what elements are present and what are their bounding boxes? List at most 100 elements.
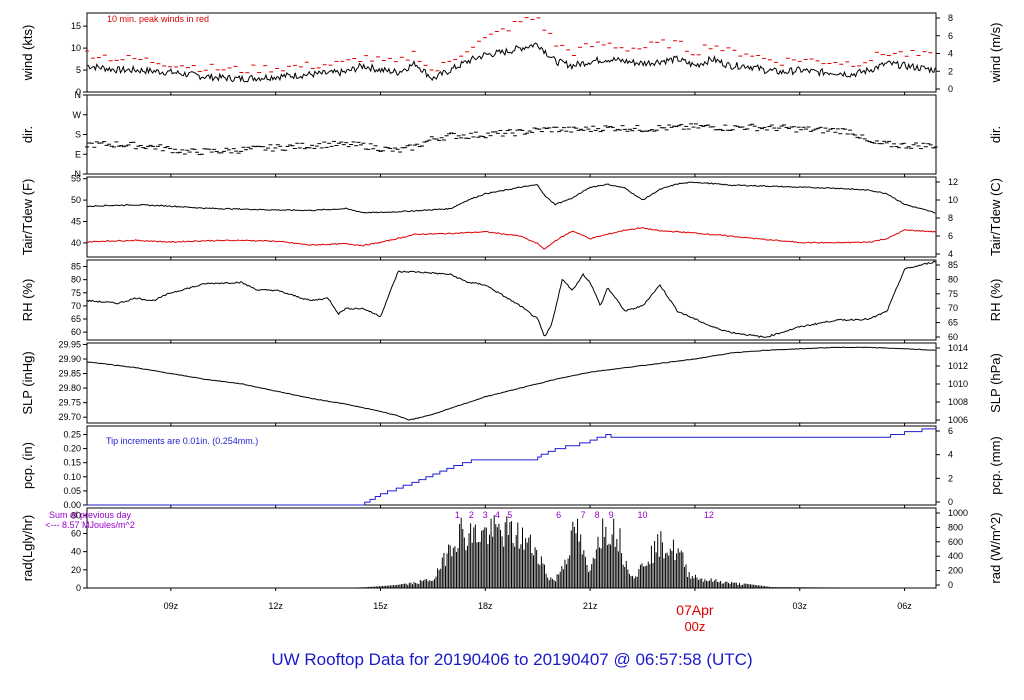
- pcp-series-pcp-line: [87, 428, 936, 506]
- wind-ytick-label: 5: [76, 65, 81, 75]
- rad-hour-label: 4: [495, 510, 500, 520]
- rad-ytick-label: 20: [71, 565, 81, 575]
- rad-hour-label: 2: [469, 510, 474, 520]
- pcp-ytick-label: 0.15: [63, 458, 81, 468]
- tair_tdew-ytick-label: 40: [71, 238, 81, 248]
- rad-ytick-label: 40: [71, 547, 81, 557]
- tair_tdew-ytick-right-label: 4: [948, 249, 953, 259]
- x-tick-label: 03z: [792, 601, 807, 611]
- pcp-ylabel-right: pcp. (mm): [988, 436, 1003, 495]
- rad-ylabel: rad(Lgly/hr): [20, 515, 35, 581]
- wind-ytick-right-label: 8: [948, 13, 953, 23]
- rad-ylabel-right: rad (W/m^2): [988, 512, 1003, 583]
- tair_tdew-ytick-label: 45: [71, 216, 81, 226]
- rad-hour-label: 6: [556, 510, 561, 520]
- tair_tdew-ytick-right-label: 8: [948, 213, 953, 223]
- rh-ytick-right-label: 80: [948, 274, 958, 284]
- slp-ylabel: SLP (inHg): [20, 351, 35, 414]
- tair_tdew-ytick-right-label: 6: [948, 231, 953, 241]
- dir-ylabel-right: dir.: [988, 126, 1003, 143]
- rh-ytick-label: 60: [71, 327, 81, 337]
- wind-series-wind-line: [86, 42, 936, 83]
- rh-ylabel: RH (%): [20, 279, 35, 322]
- slp-ytick-label: 29.80: [58, 383, 81, 393]
- wind-ytick-label: 10: [71, 43, 81, 53]
- tair_tdew-series-tair-line: [86, 181, 936, 214]
- rh-ytick-right-label: 75: [948, 289, 958, 299]
- dir-ytick-label: N: [75, 90, 82, 100]
- rh-ytick-right-label: 70: [948, 303, 958, 313]
- dir-ytick-label: W: [73, 110, 82, 120]
- rh-ylabel-right: RH (%): [988, 279, 1003, 322]
- rad-hour-label: 7: [581, 510, 586, 520]
- rh-ytick-right-label: 85: [948, 260, 958, 270]
- tair_tdew-series-tdew-line: [86, 226, 936, 250]
- rad-sum-annotation: Sum of previous day: [49, 510, 132, 520]
- x-date-sublabel: 00z: [684, 619, 705, 634]
- rh-ytick-label: 70: [71, 301, 81, 311]
- rad-hour-label: 5: [507, 510, 512, 520]
- pcp-ytick-label: 0.05: [63, 486, 81, 496]
- dir-frame: [86, 94, 937, 175]
- slp-ytick-label: 29.95: [58, 339, 81, 349]
- wind-frame: [86, 12, 937, 93]
- wind-ytick-right-label: 2: [948, 66, 953, 76]
- pcp-ylabel: pcp. (in): [20, 442, 35, 489]
- dir-ylabel: dir.: [20, 126, 35, 143]
- wind-ytick-right-label: 0: [948, 84, 953, 94]
- rad-sum-value: <--- 8.57 MJoules/m^2: [45, 520, 135, 530]
- dir-ytick-label: N: [75, 169, 82, 179]
- rad-hour-label: 8: [595, 510, 600, 520]
- slp-ytick-right-label: 1014: [948, 343, 968, 353]
- rh-series-rh-line: [86, 260, 936, 338]
- tair_tdew-ytick-label: 55: [71, 174, 81, 184]
- slp-ytick-right-label: 1006: [948, 415, 968, 425]
- pcp-ytick-right-label: 0: [948, 497, 953, 507]
- tair_tdew-ytick-right-label: 10: [948, 195, 958, 205]
- pcp-tip-annotation: Tip increments are 0.01in. (0.254mm.): [106, 436, 258, 446]
- slp-ytick-label: 29.90: [58, 354, 81, 364]
- wind-peak-annotation: 10 min. peak winds in red: [107, 14, 209, 24]
- rh-ytick-label: 85: [71, 262, 81, 272]
- tair_tdew-ytick-right-label: 12: [948, 177, 958, 187]
- pcp-ytick-right-label: 2: [948, 473, 953, 483]
- rh-ytick-label: 80: [71, 275, 81, 285]
- pcp-ytick-label: 0.00: [63, 500, 81, 510]
- slp-ytick-right-label: 1012: [948, 361, 968, 371]
- rad-ytick-right-label: 400: [948, 551, 963, 561]
- rad-ytick-right-label: 800: [948, 522, 963, 532]
- rh-ytick-label: 65: [71, 314, 81, 324]
- wind-ytick-right-label: 4: [948, 49, 953, 59]
- wind-ytick-label: 15: [71, 21, 81, 31]
- x-tick-label: 21z: [583, 601, 598, 611]
- slp-ytick-label: 29.70: [58, 412, 81, 422]
- wind-ylabel: wind (kts): [20, 25, 35, 82]
- rad-hour-label: 3: [483, 510, 488, 520]
- rad-hour-label: 12: [704, 510, 714, 520]
- dir-ytick-label: E: [75, 149, 81, 159]
- rh-frame: [86, 259, 937, 341]
- slp-ytick-label: 29.75: [58, 398, 81, 408]
- rad-ytick-right-label: 1000: [948, 508, 968, 518]
- tair_tdew-ylabel: Tair/Tdew (F): [20, 179, 35, 256]
- slp-series-slp-line: [86, 346, 936, 421]
- slp-frame: [86, 342, 937, 424]
- slp-ytick-label: 29.85: [58, 369, 81, 379]
- x-tick-label: 06z: [897, 601, 912, 611]
- pcp-ytick-label: 0.10: [63, 472, 81, 482]
- pcp-ytick-right-label: 4: [948, 450, 953, 460]
- x-tick-label: 09z: [164, 601, 179, 611]
- rad-ytick-right-label: 200: [948, 566, 963, 576]
- x-tick-label: 18z: [478, 601, 493, 611]
- x-tick-label: 12z: [268, 601, 283, 611]
- rh-ytick-right-label: 65: [948, 318, 958, 328]
- x-date-label: 07Apr: [676, 602, 714, 618]
- figure-title: UW Rooftop Data for 20190406 to 20190407…: [271, 650, 753, 669]
- pcp-ytick-label: 0.20: [63, 444, 81, 454]
- pcp-ytick-right-label: 6: [948, 426, 953, 436]
- slp-ytick-right-label: 1008: [948, 397, 968, 407]
- slp-ylabel-right: SLP (hPa): [988, 353, 1003, 413]
- rad-hour-label: 10: [638, 510, 648, 520]
- rad-hour-label: 9: [609, 510, 614, 520]
